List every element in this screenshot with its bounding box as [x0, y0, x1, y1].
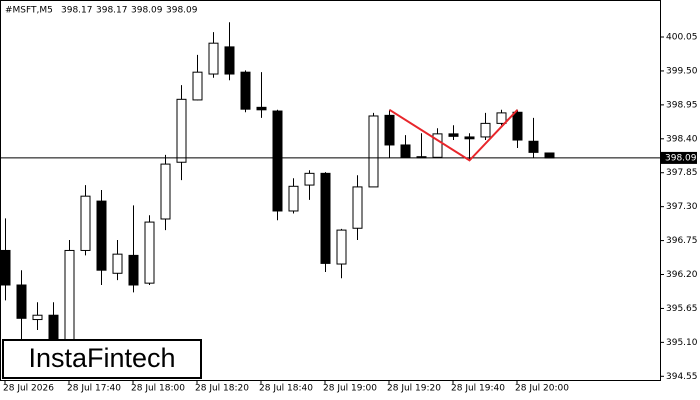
x-tick-label: 28 Jul 18:00: [131, 384, 185, 394]
x-tick-label: 28 Jul 20:00: [515, 384, 569, 394]
high-value: 398.17: [96, 6, 128, 16]
candle-body: [32, 314, 43, 321]
candle-body: [480, 122, 491, 138]
candle-body: [272, 110, 283, 212]
y-tick-label: 395.65: [666, 304, 698, 314]
y-tick-label: 399.50: [666, 66, 698, 76]
y-tick-label: 400.05: [666, 33, 698, 43]
candle-body: [176, 98, 187, 163]
header: #MSFT,M5 398.17 398.17 398.09 398.09: [5, 6, 198, 16]
candle-body: [0, 249, 11, 286]
pattern-line: [388, 108, 519, 162]
candle-body: [224, 46, 235, 75]
candle-body: [288, 185, 299, 212]
candle-body: [368, 115, 379, 188]
watermark: InstaFintech: [28, 343, 175, 373]
candle-body: [80, 195, 91, 251]
candle-body: [528, 140, 539, 153]
y-tick-label: 397.30: [666, 202, 698, 212]
y-tick-label: 394.55: [666, 372, 698, 382]
candle-body: [208, 42, 219, 75]
candle-body: [192, 71, 203, 101]
y-tick-label: 396.75: [666, 236, 698, 246]
candle-body: [112, 253, 123, 274]
close-value: 398.09: [166, 6, 198, 16]
x-tick-label: 28 Jul 19:20: [387, 384, 441, 394]
y-tick-label: 398.40: [666, 134, 698, 144]
candle-body: [544, 152, 555, 159]
candles: [0, 22, 555, 351]
candle-body: [304, 172, 315, 186]
candle-body: [48, 314, 59, 342]
candle-body: [512, 111, 523, 141]
candle-body: [496, 112, 507, 124]
candle-body: [96, 200, 107, 271]
candle-body: [432, 133, 443, 158]
candle-body: [336, 229, 347, 265]
candle-body: [256, 106, 267, 111]
candle-body: [144, 221, 155, 284]
open-value: 398.17: [61, 6, 93, 16]
y-tick-label: 397.85: [666, 168, 698, 178]
candle-body: [64, 249, 75, 342]
x-tick-label: 28 Jul 2026: [3, 384, 54, 394]
current-price-box: [661, 151, 697, 164]
candle-body: [160, 163, 171, 220]
candle-body: [448, 133, 459, 137]
x-tick-label: 28 Jul 18:40: [259, 384, 313, 394]
y-tick-label: 396.20: [666, 270, 698, 280]
candle-body: [384, 114, 395, 146]
watermark-box: [2, 339, 202, 379]
y-tick-label: 395.10: [666, 338, 698, 348]
candle-body: [128, 254, 139, 286]
x-tick-label: 28 Jul 19:00: [323, 384, 377, 394]
candle-body: [240, 71, 251, 110]
candle-body: [400, 144, 411, 158]
candle-body: [464, 136, 475, 140]
candle-body: [352, 186, 363, 229]
candle-body: [320, 172, 331, 264]
y-tick-label: 398.95: [666, 100, 698, 110]
x-tick-label: 28 Jul 19:40: [451, 384, 505, 394]
symbol: #MSFT,M5: [5, 6, 53, 16]
x-tick-label: 28 Jul 18:20: [195, 384, 249, 394]
candle-body: [16, 284, 27, 319]
current-price-label: 398.09: [665, 153, 697, 163]
x-tick-label: 28 Jul 17:40: [67, 384, 121, 394]
low-value: 398.09: [131, 6, 163, 16]
